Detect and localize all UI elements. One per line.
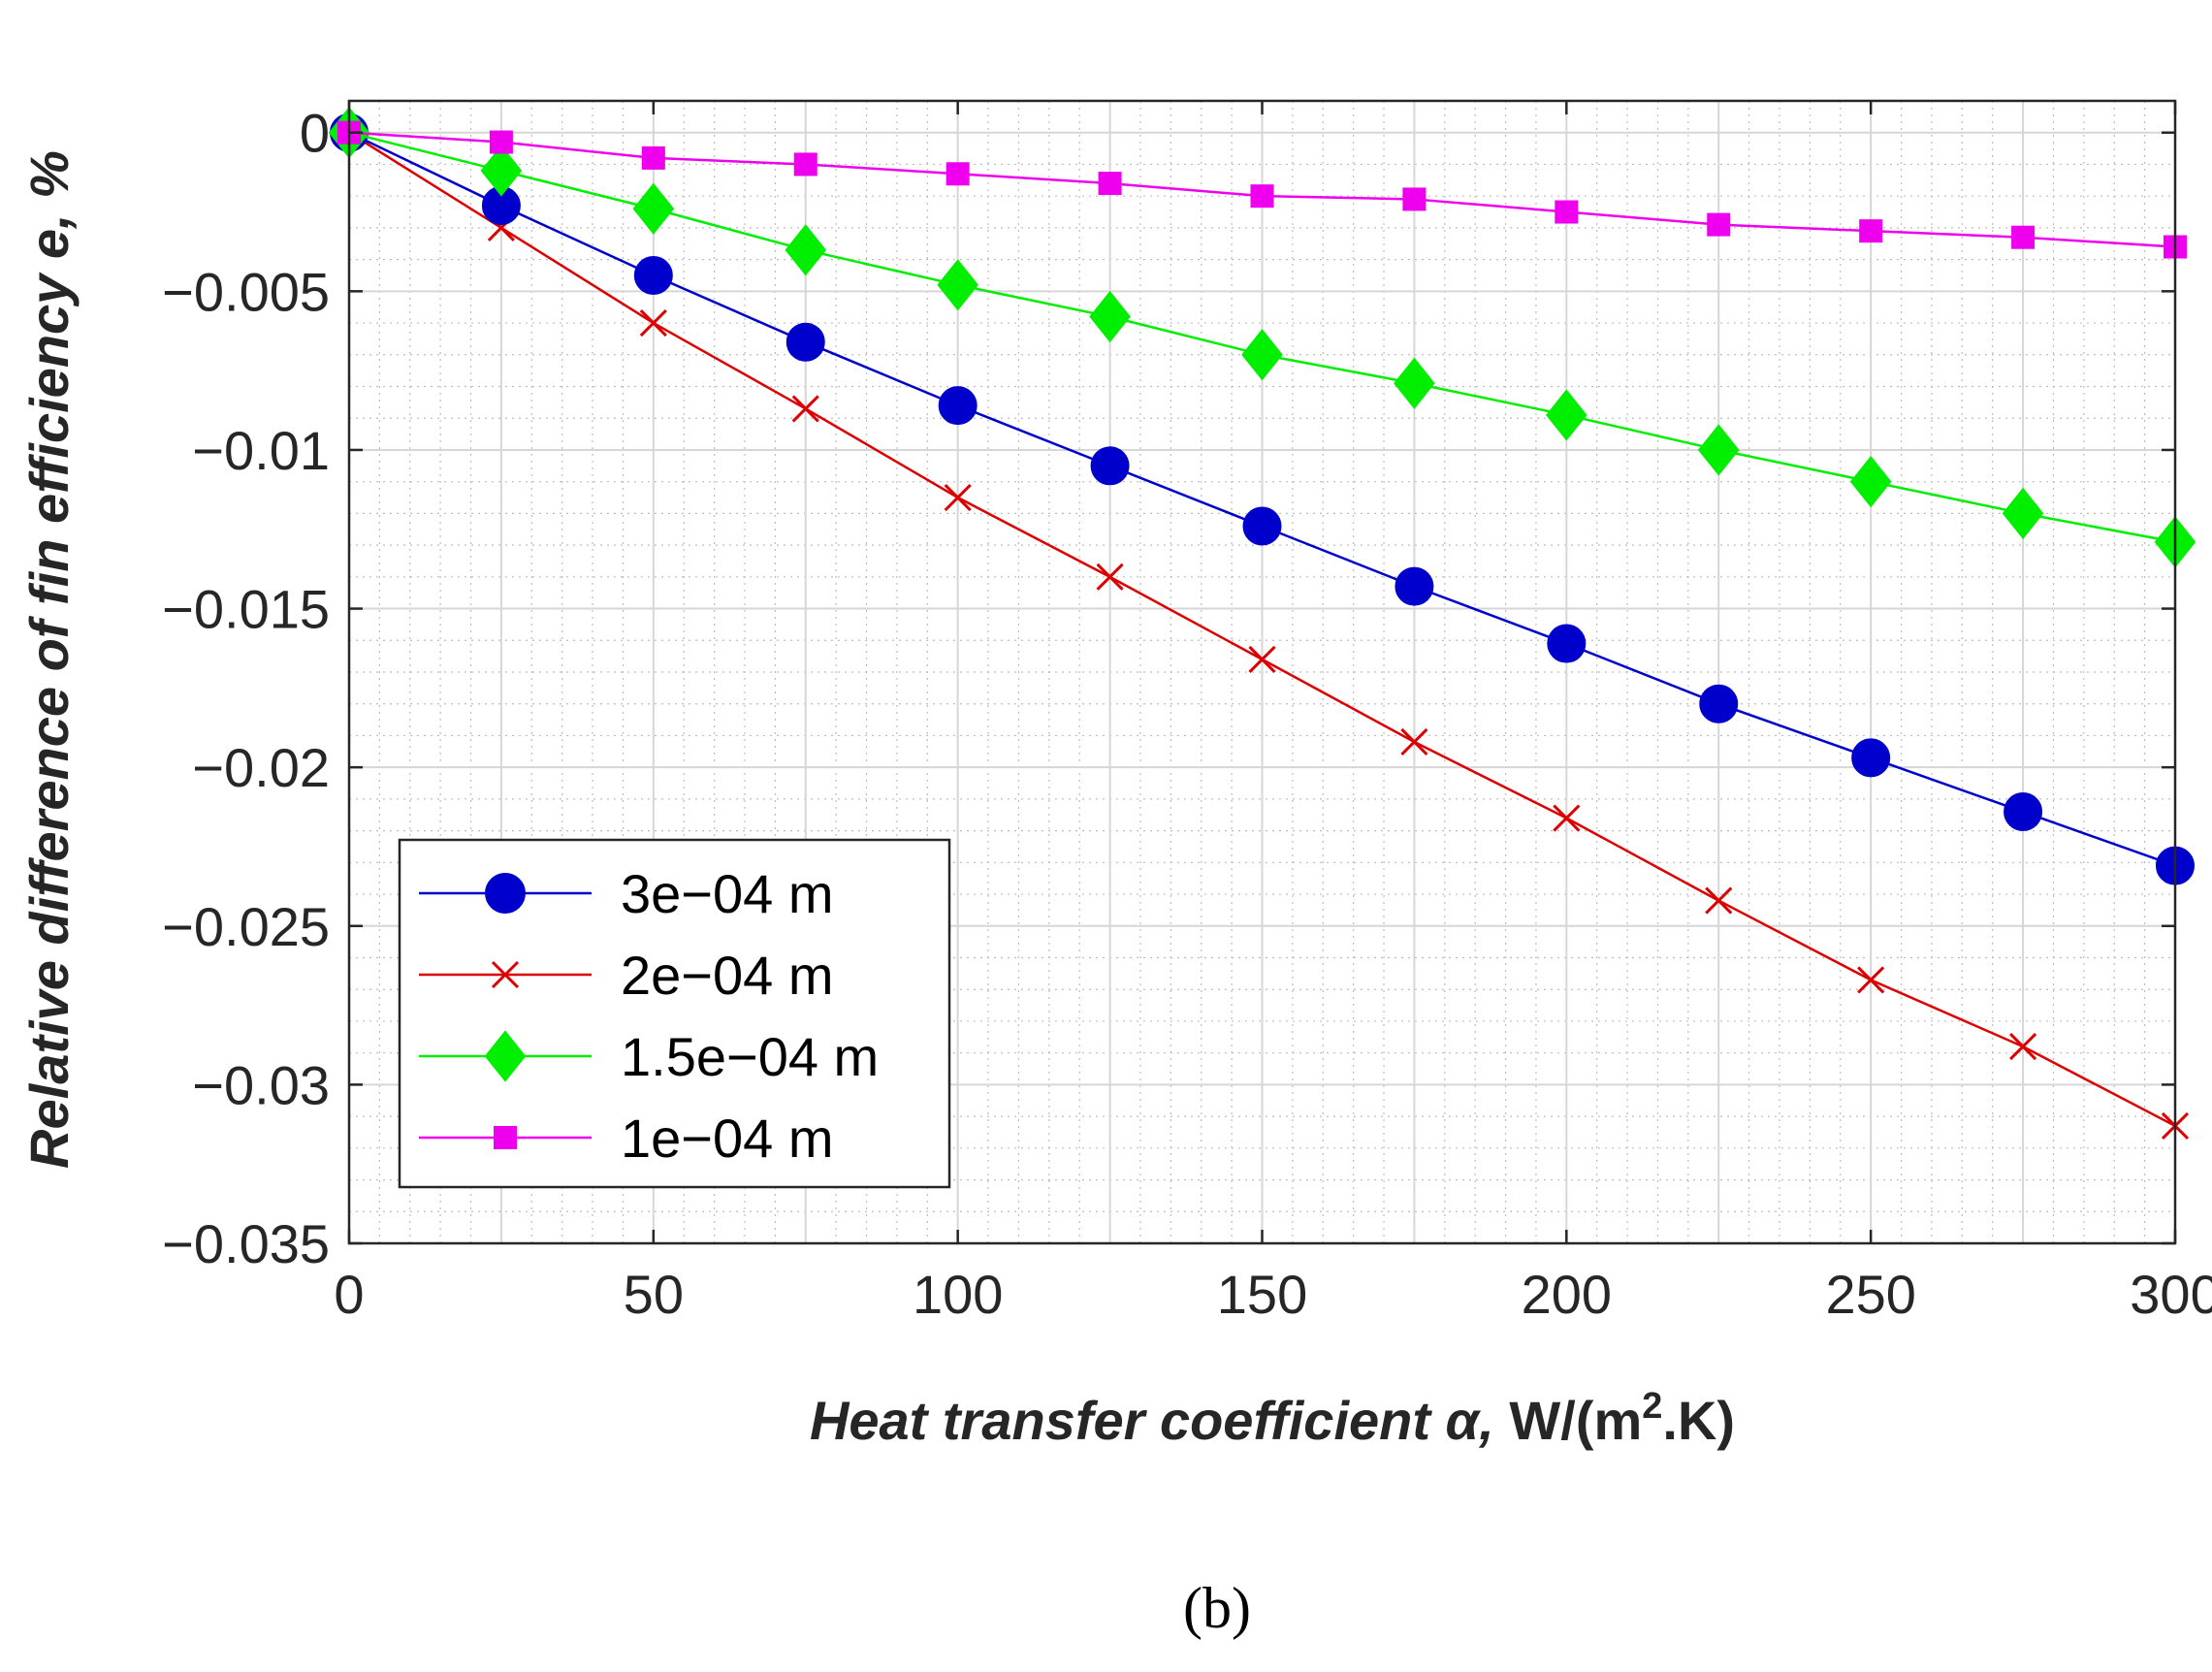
data-point — [1400, 727, 1428, 756]
data-point — [1546, 389, 1587, 441]
data-point — [489, 130, 513, 154]
data-point — [1699, 684, 1739, 723]
x-axis-label-unit: W/(m — [1494, 1390, 1642, 1451]
data-point — [944, 483, 972, 512]
data-point — [785, 322, 825, 362]
data-point — [1707, 212, 1731, 237]
data-point — [785, 224, 827, 276]
y-tick-label: 0 — [300, 103, 330, 164]
legend-item: 1e−04 m — [419, 1108, 834, 1169]
x-tick-label: 100 — [913, 1264, 1003, 1325]
x-tick-label: 50 — [624, 1264, 684, 1325]
data-point — [2002, 487, 2044, 539]
data-point — [633, 255, 673, 295]
y-tick-label: −0.005 — [162, 261, 330, 322]
data-point — [2004, 791, 2043, 831]
data-point — [1096, 563, 1124, 591]
data-point — [1547, 624, 1587, 663]
y-axis-label: Relative difference of fin efficiency e,… — [18, 150, 80, 1169]
data-point — [632, 182, 675, 235]
data-point — [480, 145, 523, 197]
data-point — [2011, 225, 2036, 249]
data-point — [494, 1126, 517, 1149]
x-axis-label-superscript: 2 — [1642, 1386, 1662, 1427]
data-point — [1859, 219, 1883, 243]
data-point — [1553, 804, 1581, 832]
y-tick-label: −0.015 — [162, 579, 330, 640]
data-point — [1849, 456, 1892, 508]
data-point — [793, 152, 817, 177]
data-point — [938, 386, 978, 426]
x-tick-label: 250 — [1825, 1264, 1915, 1325]
legend-label: 3e−04 m — [621, 863, 834, 924]
data-point — [1250, 184, 1274, 209]
data-point — [1402, 187, 1427, 211]
data-point — [937, 259, 978, 311]
series-square — [337, 120, 2187, 259]
x-tick-label: 0 — [334, 1264, 364, 1325]
legend-label: 1e−04 m — [621, 1108, 834, 1169]
data-point — [1098, 172, 1122, 196]
data-point — [1089, 290, 1131, 343]
data-point — [1090, 446, 1130, 486]
data-point — [2009, 1033, 2037, 1061]
legend-label: 1.5e−04 m — [621, 1026, 879, 1087]
y-tick-label: −0.025 — [162, 896, 330, 957]
data-point — [946, 162, 970, 186]
data-point — [485, 873, 526, 914]
legend-label: 2e−04 m — [621, 945, 834, 1006]
legend-item: 3e−04 m — [419, 863, 834, 924]
series-layer — [328, 107, 2196, 1140]
x-tick-label: 300 — [2130, 1264, 2212, 1325]
x-axis-label: Heat transfer coefficient α, W/(m2.K) — [810, 1386, 1735, 1451]
y-tick-label: −0.01 — [192, 420, 330, 481]
legend-item: 2e−04 m — [419, 945, 834, 1006]
data-point — [1241, 329, 1283, 381]
panel-label: (b) — [1183, 1576, 1251, 1640]
x-tick-label: 150 — [1217, 1264, 1307, 1325]
series-x — [335, 118, 2190, 1140]
data-point — [1697, 424, 1740, 476]
data-point — [1705, 886, 1733, 915]
tick-labels: 0 50 100 150 200 250 300 0 −0.005 −0.01 −0.015 −0.0… — [162, 103, 2212, 1325]
data-point — [641, 145, 665, 170]
data-point — [639, 308, 667, 338]
data-point — [484, 1030, 527, 1082]
data-point — [791, 395, 819, 423]
y-tick-label: −0.035 — [162, 1213, 330, 1274]
y-tick-label: −0.03 — [192, 1054, 330, 1115]
data-point — [1248, 645, 1276, 673]
legend-item: 1.5e−04 m — [419, 1026, 879, 1087]
axes-frame — [347, 99, 2177, 1245]
data-point — [1394, 357, 1435, 409]
data-point — [491, 960, 520, 989]
legend: 3e−04 m 2e−04 m 1.5e−04 m 1e−04 m — [398, 838, 951, 1189]
x-axis-label-italic: Heat transfer coefficient α, — [810, 1390, 1494, 1451]
x-tick-label: 200 — [1522, 1264, 1612, 1325]
x-axis-label-unit-suffix: .K) — [1662, 1390, 1735, 1451]
data-point — [1851, 738, 1891, 778]
y-tick-label: −0.02 — [192, 737, 330, 798]
data-point — [1555, 200, 1579, 224]
data-point — [1242, 506, 1282, 546]
data-point — [1857, 966, 1885, 994]
data-point — [1395, 566, 1434, 606]
